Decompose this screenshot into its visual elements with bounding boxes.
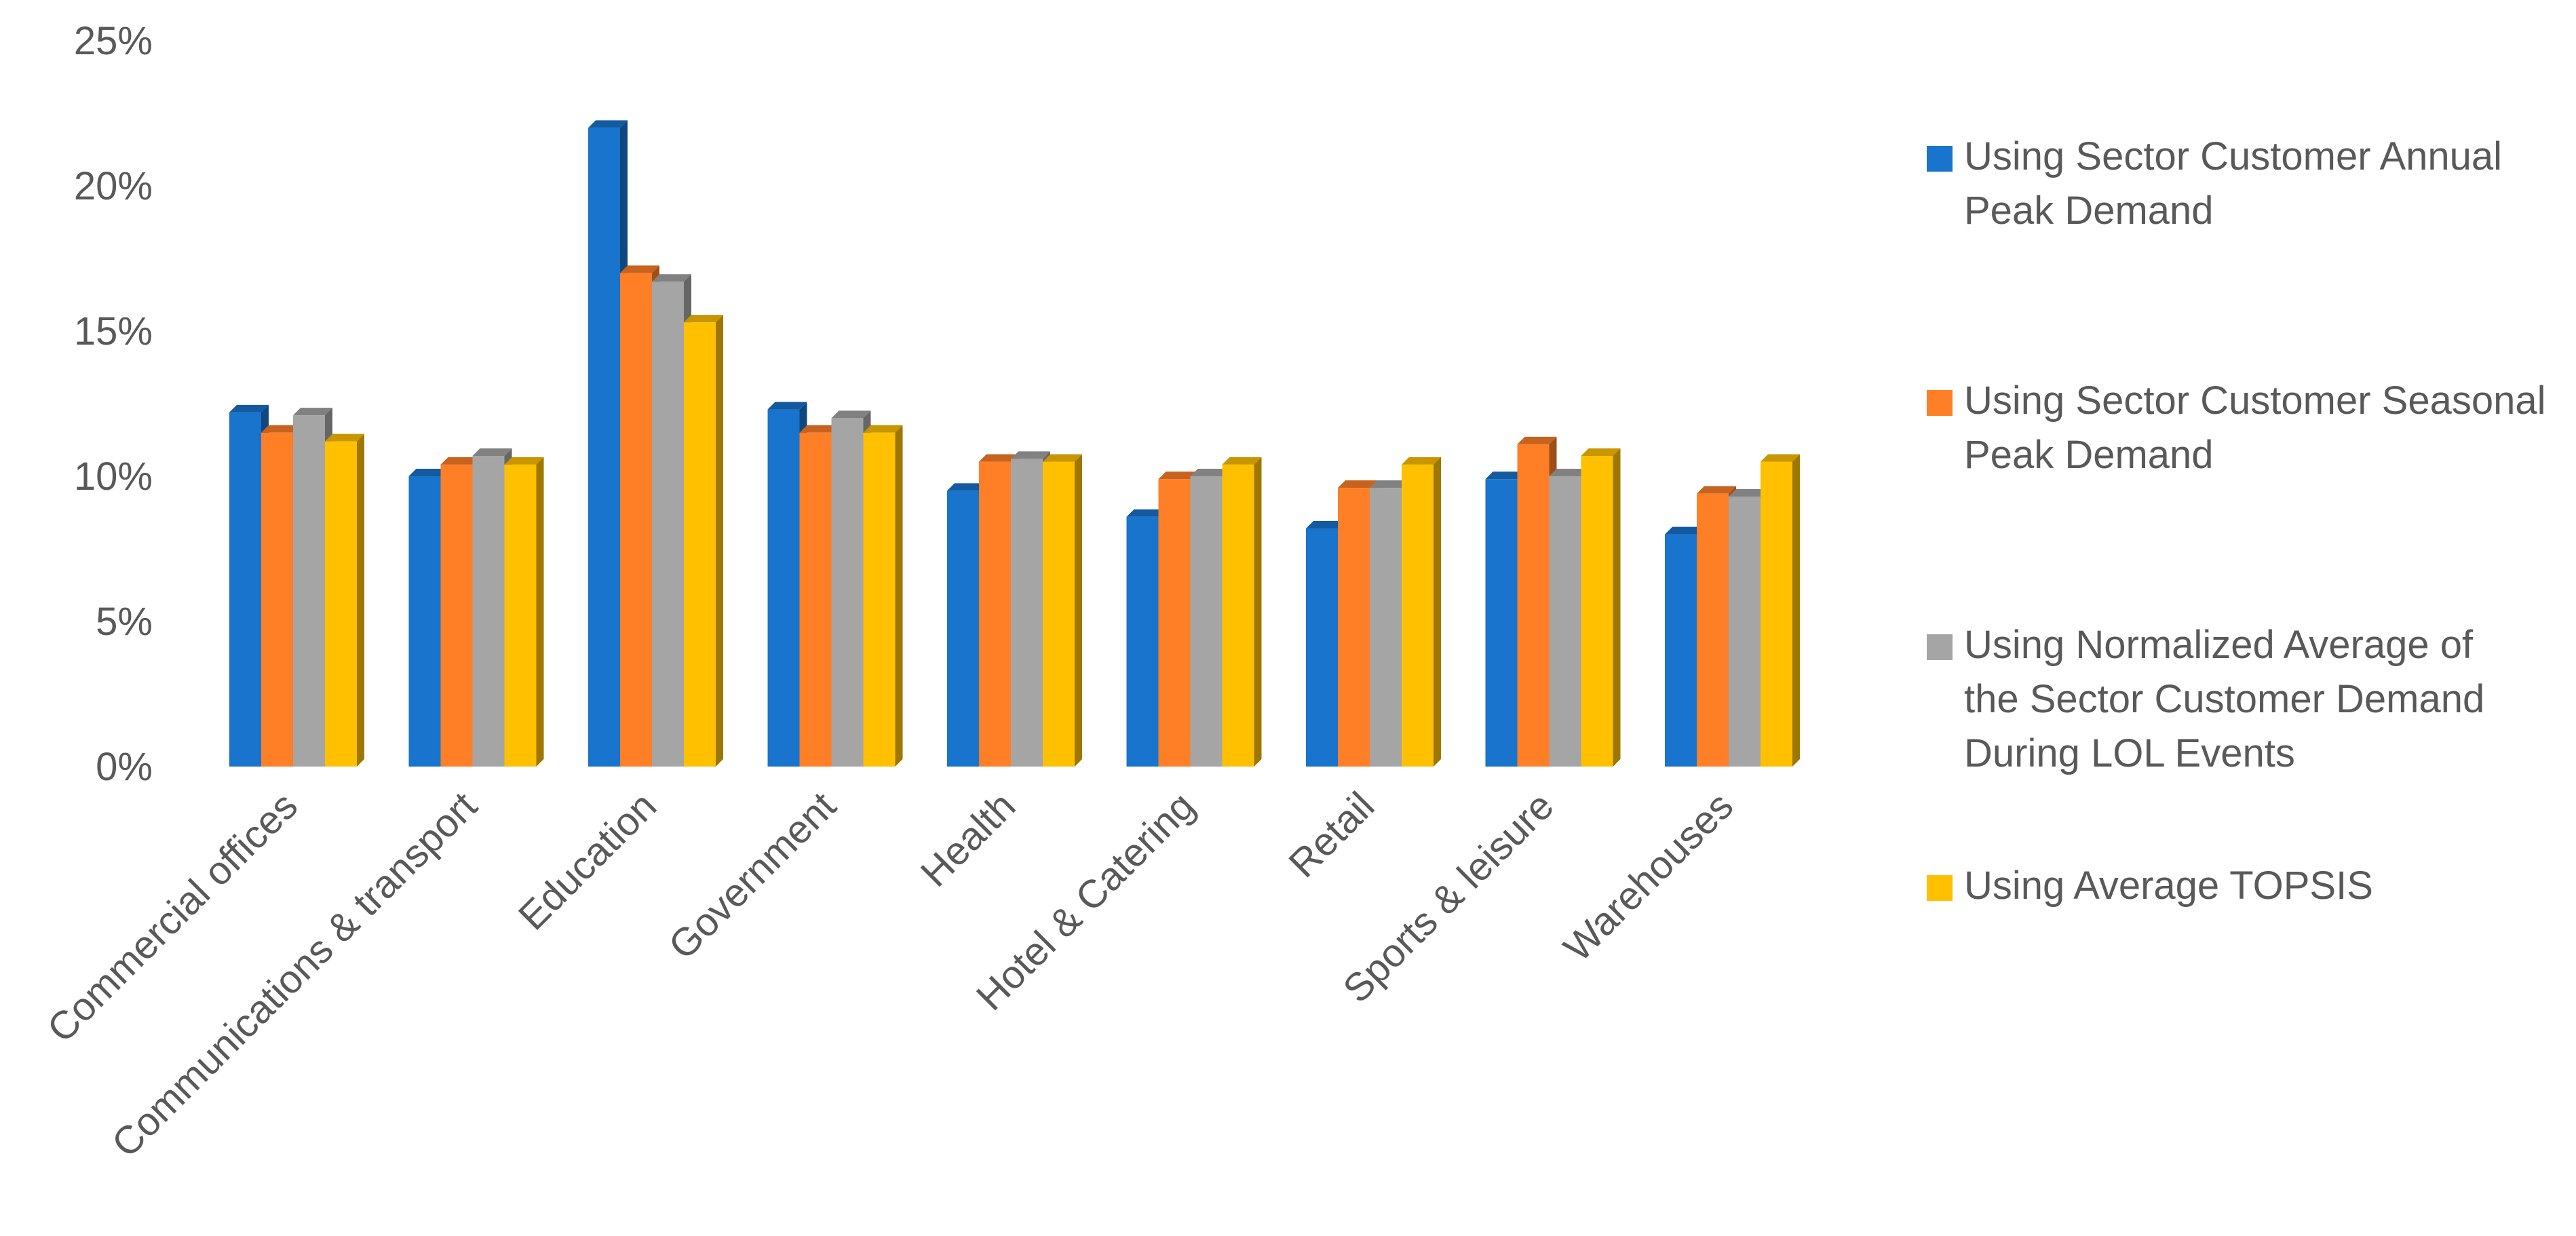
x-tick-label: Warehouses xyxy=(1556,784,1742,970)
legend-label: Using Average TOPSIS xyxy=(1964,864,2373,908)
y-tick-label: 10% xyxy=(74,455,153,499)
bar-group xyxy=(588,120,723,767)
legend-item: Using Normalized Average of the Sector Cu… xyxy=(1927,623,2484,775)
legend-swatch xyxy=(1927,634,1953,660)
bar xyxy=(1043,454,1082,767)
legend-swatch xyxy=(1927,390,1953,416)
bar xyxy=(1761,454,1800,767)
bar xyxy=(1402,457,1441,767)
x-tick-label: Education xyxy=(510,784,665,938)
y-tick-label: 0% xyxy=(96,745,153,789)
y-tick-label: 5% xyxy=(96,600,153,644)
y-tick-label: 25% xyxy=(74,19,153,63)
x-tick-label: Communications & transport xyxy=(103,784,485,1165)
legend-swatch xyxy=(1927,146,1953,172)
bar-groups xyxy=(229,120,1800,767)
bar xyxy=(1581,448,1621,767)
y-tick-label: 15% xyxy=(74,309,153,353)
bar xyxy=(684,315,723,767)
bar xyxy=(863,425,903,767)
legend-item: Using Sector Customer Seasonal Peak Deman… xyxy=(1927,379,2546,477)
legend-swatch xyxy=(1927,875,1953,901)
bar-group xyxy=(1665,454,1800,767)
bar xyxy=(504,457,544,767)
legend-label: Using Sector Customer Seasonal Peak Deman… xyxy=(1964,379,2546,477)
legend-label: Using Sector Customer Annual Peak Demand xyxy=(1964,134,2502,233)
bar xyxy=(325,433,364,767)
x-tick-label: Retail xyxy=(1280,784,1383,886)
bar xyxy=(947,483,986,767)
bar-group xyxy=(767,402,903,767)
y-axis-tick-labels: 0% 5% 10% 15% 20% 25% xyxy=(74,19,153,789)
bar xyxy=(1222,457,1262,767)
bar-group xyxy=(229,404,364,767)
legend-label: Using Normalized Average of the Sector Cu… xyxy=(1964,623,2484,775)
x-tick-label: Health xyxy=(912,784,1024,895)
legend-item: Using Sector Customer Annual Peak Demand xyxy=(1927,134,2502,233)
bar-group xyxy=(408,448,544,767)
bar-group xyxy=(1485,436,1621,767)
bar-group xyxy=(947,451,1082,767)
legend-item: Using Average TOPSIS xyxy=(1927,864,2373,908)
bar-group xyxy=(1306,457,1441,767)
x-tick-label: Government xyxy=(660,784,845,968)
y-tick-label: 20% xyxy=(74,164,153,208)
legend: Using Sector Customer Annual Peak Demand U… xyxy=(1927,134,2546,908)
bar-group xyxy=(1126,457,1262,767)
